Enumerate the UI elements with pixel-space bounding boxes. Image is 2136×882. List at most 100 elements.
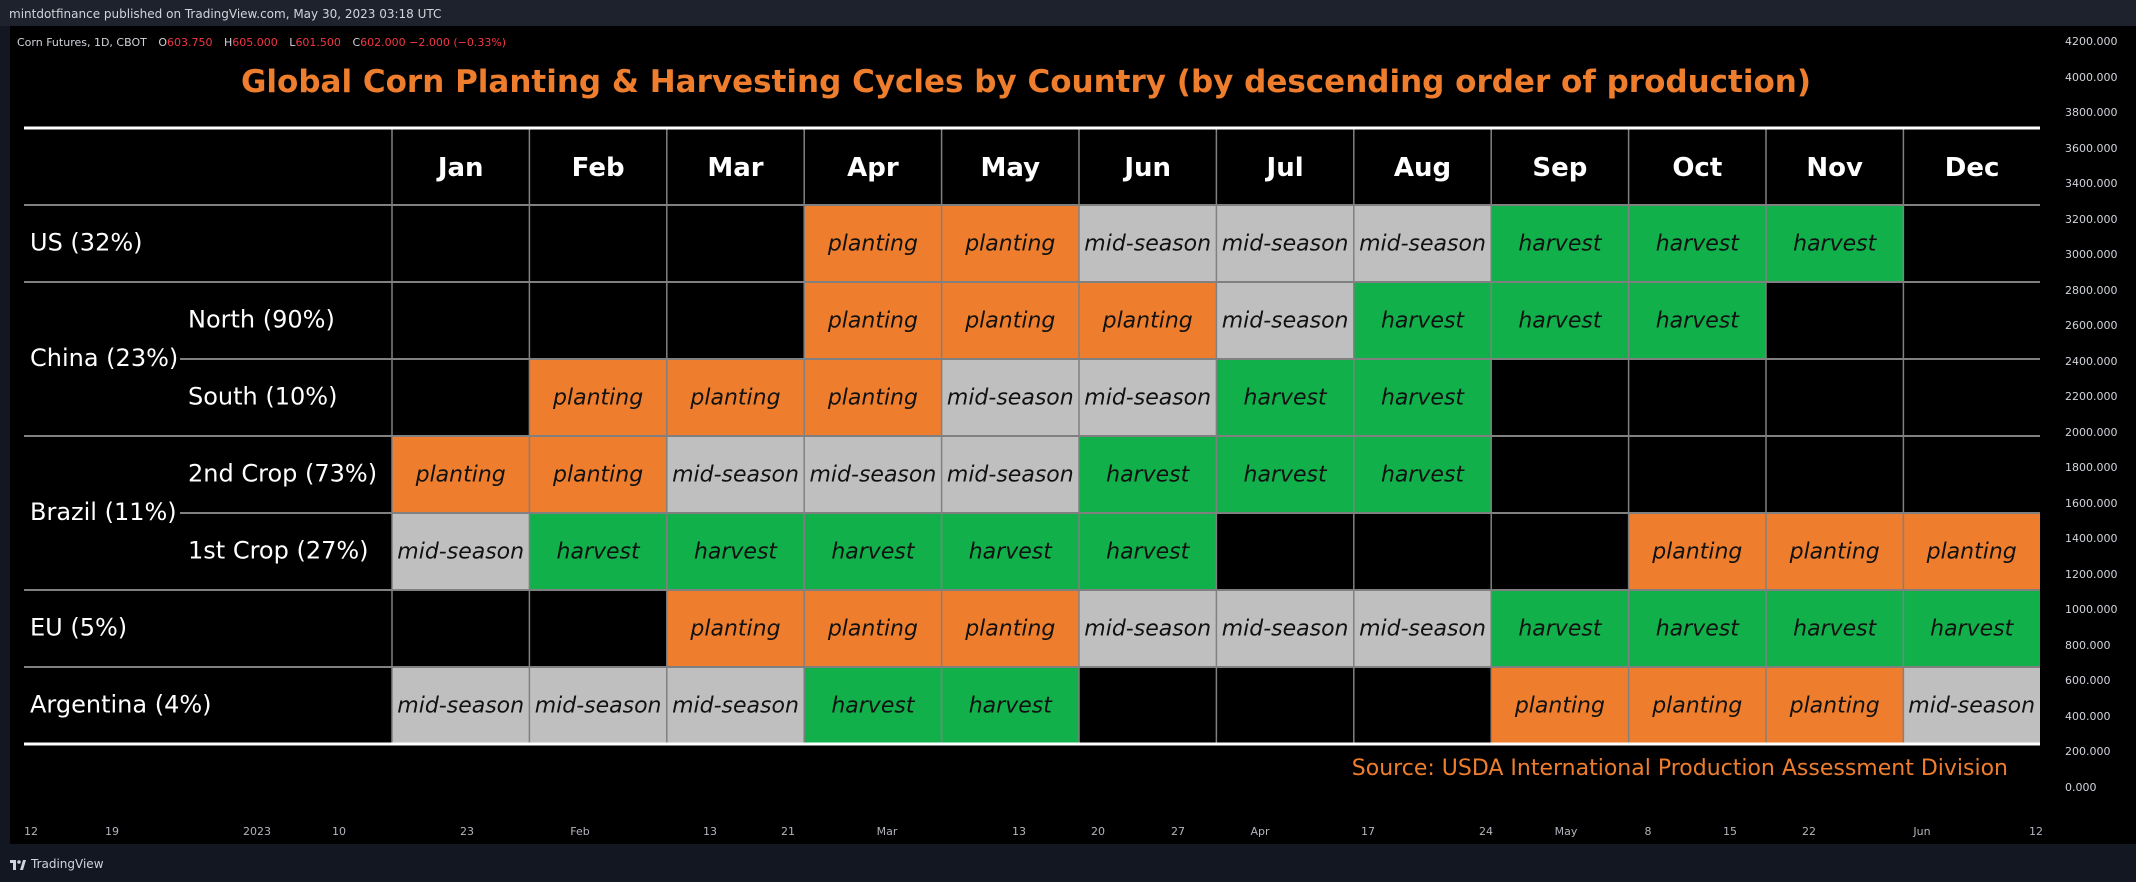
group-label: US (32%)	[30, 229, 143, 257]
tradingview-brand[interactable]: TradingView	[10, 857, 104, 871]
cell-label: planting	[552, 463, 643, 488]
time-tick-label: 19	[105, 825, 119, 838]
price-tick-label: 2600.000	[2065, 319, 2118, 332]
time-tick-label: 21	[781, 825, 795, 838]
price-tick-label: 3600.000	[2065, 141, 2118, 155]
cell-label: mid-season	[1359, 232, 1486, 257]
cell-harvest	[1628, 205, 1766, 282]
price-tick-label: 4200.000	[2065, 35, 2118, 48]
cell-label: harvest	[1106, 540, 1190, 565]
cell-planting	[804, 205, 942, 282]
cell-label: mid-season	[947, 463, 1074, 488]
cell-label: planting	[1651, 694, 1742, 719]
subrow-label: 1st Crop (27%)	[188, 537, 369, 565]
cell-planting	[804, 282, 942, 359]
price-tick-label: 2400.000	[2065, 354, 2118, 368]
cell-mid-season	[804, 436, 942, 513]
open-label: O	[158, 36, 168, 49]
cell-harvest	[1491, 282, 1629, 359]
cell-planting	[1903, 513, 2040, 590]
time-tick-label: 12	[24, 825, 38, 838]
publish-info: mintdotfinance published on TradingView.…	[9, 7, 442, 21]
cell-label: planting	[1789, 540, 1880, 565]
cell-label: mid-season	[672, 694, 799, 719]
cell-label: planting	[689, 386, 780, 411]
cell-label: mid-season	[1908, 694, 2035, 719]
price-tick-label: 1200.000	[2065, 567, 2118, 581]
cell-label: harvest	[1244, 463, 1328, 488]
column-header: May	[981, 153, 1041, 183]
subrow-label: North (90%)	[188, 306, 335, 334]
cell-label: planting	[1514, 694, 1605, 719]
cell-mid-season	[1216, 282, 1354, 359]
cell-mid-season	[392, 513, 530, 590]
cell-mid-season	[1079, 590, 1217, 667]
cell-label: harvest	[1656, 232, 1740, 257]
subrow-label: South (10%)	[188, 383, 337, 411]
cell-harvest	[1628, 282, 1766, 359]
cell-harvest	[1766, 590, 1904, 667]
cell-label: planting	[1926, 540, 2017, 565]
cell-harvest	[1353, 436, 1492, 513]
cell-harvest	[1079, 436, 1217, 513]
price-tick-label: 800.000	[2065, 638, 2111, 652]
cell-label: planting	[827, 309, 918, 334]
cell-mid-season	[1216, 590, 1354, 667]
symbol-name[interactable]: Corn Futures, 1D, CBOT	[17, 36, 147, 49]
cell-harvest	[804, 667, 942, 744]
cell-label: planting	[1102, 309, 1193, 334]
cell-label: planting	[827, 232, 918, 257]
group-label: Brazil (11%)	[30, 498, 177, 526]
cell-harvest	[1903, 590, 2040, 667]
cell-label: harvest	[1244, 386, 1328, 411]
cell-label: harvest	[1656, 617, 1740, 642]
column-header: Dec	[1945, 153, 2000, 183]
column-header: Jun	[1122, 153, 1171, 183]
price-tick-label: 1400.000	[2065, 532, 2118, 545]
cell-label: planting	[1651, 540, 1742, 565]
subrow-label: 2nd Crop (73%)	[188, 460, 377, 488]
price-tick-label: 1800.000	[2065, 461, 2118, 474]
symbol-legend[interactable]: Corn Futures, 1D, CBOT O603.750 H605.000…	[17, 36, 506, 49]
cell-label: planting	[964, 309, 1055, 334]
time-tick-label: 27	[1171, 825, 1185, 838]
time-tick-label: 15	[1723, 825, 1737, 838]
time-tick-label: 10	[332, 825, 346, 838]
cell-label: harvest	[1518, 617, 1602, 642]
chart-title: Global Corn Planting & Harvesting Cycles…	[240, 64, 1811, 100]
time-tick-label: Apr	[1250, 825, 1270, 838]
cell-mid-season	[1903, 667, 2040, 744]
cell-mid-season	[1216, 205, 1354, 282]
cell-harvest	[1353, 282, 1492, 359]
cell-label: planting	[415, 463, 506, 488]
publish-header: mintdotfinance published on TradingView.…	[0, 0, 2136, 26]
cell-planting	[666, 359, 805, 436]
open-value: 603.750	[167, 36, 213, 49]
time-tick-label: Feb	[570, 825, 590, 838]
cell-planting	[941, 282, 1079, 359]
cell-label: harvest	[694, 540, 778, 565]
column-header: Feb	[572, 153, 625, 183]
cell-label: harvest	[1381, 309, 1465, 334]
time-tick-label: 17	[1361, 825, 1375, 838]
change-value: −2.000 (−0.33%)	[409, 36, 507, 49]
price-axis[interactable]	[2050, 26, 2136, 844]
cell-harvest	[666, 513, 805, 590]
cell-mid-season	[529, 667, 667, 744]
cell-label: mid-season	[1222, 617, 1349, 642]
time-tick-label: 12	[2029, 825, 2043, 838]
cell-harvest	[1491, 590, 1629, 667]
cell-planting	[1491, 667, 1629, 744]
price-tick-label: 600.000	[2065, 674, 2111, 687]
cell-label: harvest	[1518, 232, 1602, 257]
cell-label: harvest	[831, 540, 915, 565]
column-header: Aug	[1394, 153, 1451, 183]
close-value: 602.000	[360, 36, 406, 49]
time-tick-label: 23	[460, 825, 474, 838]
crop-calendar-table: planting planting mid-season mid-season mid-…	[24, 126, 2040, 746]
cell-label: mid-season	[1222, 232, 1349, 257]
cell-planting	[1628, 513, 1766, 590]
cell-planting	[804, 590, 942, 667]
price-tick-label: 200.000	[2065, 745, 2111, 758]
cell-label: mid-season	[1222, 309, 1349, 334]
